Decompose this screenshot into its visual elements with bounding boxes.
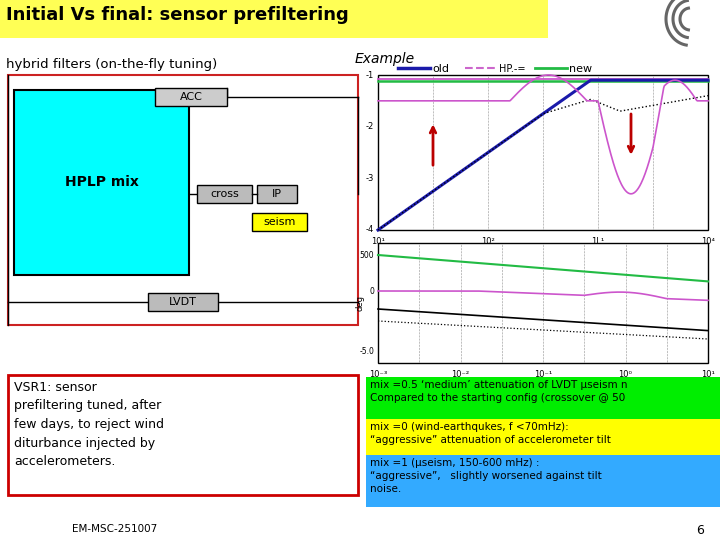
Text: mix =0.5 ‘medium’ attenuation of LVDT μseism n
Compared to the starting config (: mix =0.5 ‘medium’ attenuation of LVDT μs… <box>370 380 628 403</box>
Bar <box>197 185 252 203</box>
Text: 10¹: 10¹ <box>701 370 715 379</box>
Bar <box>378 75 708 230</box>
Text: Hz: Hz <box>537 383 549 393</box>
Text: EM-MSC-251007: EM-MSC-251007 <box>73 524 158 534</box>
Text: -4: -4 <box>366 226 374 234</box>
Text: 1L¹: 1L¹ <box>591 237 605 246</box>
Bar <box>148 293 218 311</box>
Text: Example: Example <box>355 52 415 66</box>
Bar <box>366 377 720 419</box>
Text: 6: 6 <box>696 524 704 537</box>
Text: 10²: 10² <box>481 237 495 246</box>
Text: 0: 0 <box>369 287 374 295</box>
Text: -3: -3 <box>366 174 374 183</box>
Text: mix =1 (μseism, 150-600 mHz) :
“aggressive”,   slightly worsened against tilt
no: mix =1 (μseism, 150-600 mHz) : “aggressi… <box>370 458 602 494</box>
Text: HP.-=: HP.-= <box>499 64 526 74</box>
Text: -5.0: -5.0 <box>359 347 374 355</box>
Text: -1: -1 <box>366 71 374 79</box>
Text: 500: 500 <box>359 251 374 260</box>
Text: 10⁻³: 10⁻³ <box>369 370 387 379</box>
Text: LVDT: LVDT <box>169 297 197 307</box>
Bar <box>14 90 189 275</box>
Bar <box>155 88 227 106</box>
Text: cross: cross <box>210 189 239 199</box>
Text: deg: deg <box>356 295 364 311</box>
Text: old: old <box>432 64 449 74</box>
Text: HPLP mix: HPLP mix <box>65 176 138 190</box>
Text: 10⁰: 10⁰ <box>618 370 632 379</box>
Text: 10⁴: 10⁴ <box>701 237 715 246</box>
Text: IP: IP <box>272 189 282 199</box>
Text: 10¹: 10¹ <box>371 237 385 246</box>
Text: seism: seism <box>264 217 296 227</box>
Text: new: new <box>569 64 592 74</box>
Bar <box>378 243 708 363</box>
Text: Initial Vs final: sensor prefiltering: Initial Vs final: sensor prefiltering <box>6 6 348 24</box>
Text: 10⁻²: 10⁻² <box>451 370 469 379</box>
Text: 10⁻¹: 10⁻¹ <box>534 370 552 379</box>
Text: mix =0 (wind-earthqukes, f <70mHz):
“aggressive” attenuation of accelerometer ti: mix =0 (wind-earthqukes, f <70mHz): “agg… <box>370 422 611 445</box>
Text: hybrid filters (on-the-fly tuning): hybrid filters (on-the-fly tuning) <box>6 58 217 71</box>
Bar <box>8 75 358 325</box>
Bar <box>8 375 358 495</box>
Bar <box>252 213 307 231</box>
Bar <box>366 419 720 455</box>
Bar <box>257 185 297 203</box>
Bar <box>0 0 548 38</box>
Bar <box>366 455 720 507</box>
Text: -2: -2 <box>366 122 374 131</box>
Text: ACC: ACC <box>179 92 202 102</box>
Text: VSR1: sensor
prefiltering tuned, after
few days, to reject wind
diturbance injec: VSR1: sensor prefiltering tuned, after f… <box>14 381 164 468</box>
